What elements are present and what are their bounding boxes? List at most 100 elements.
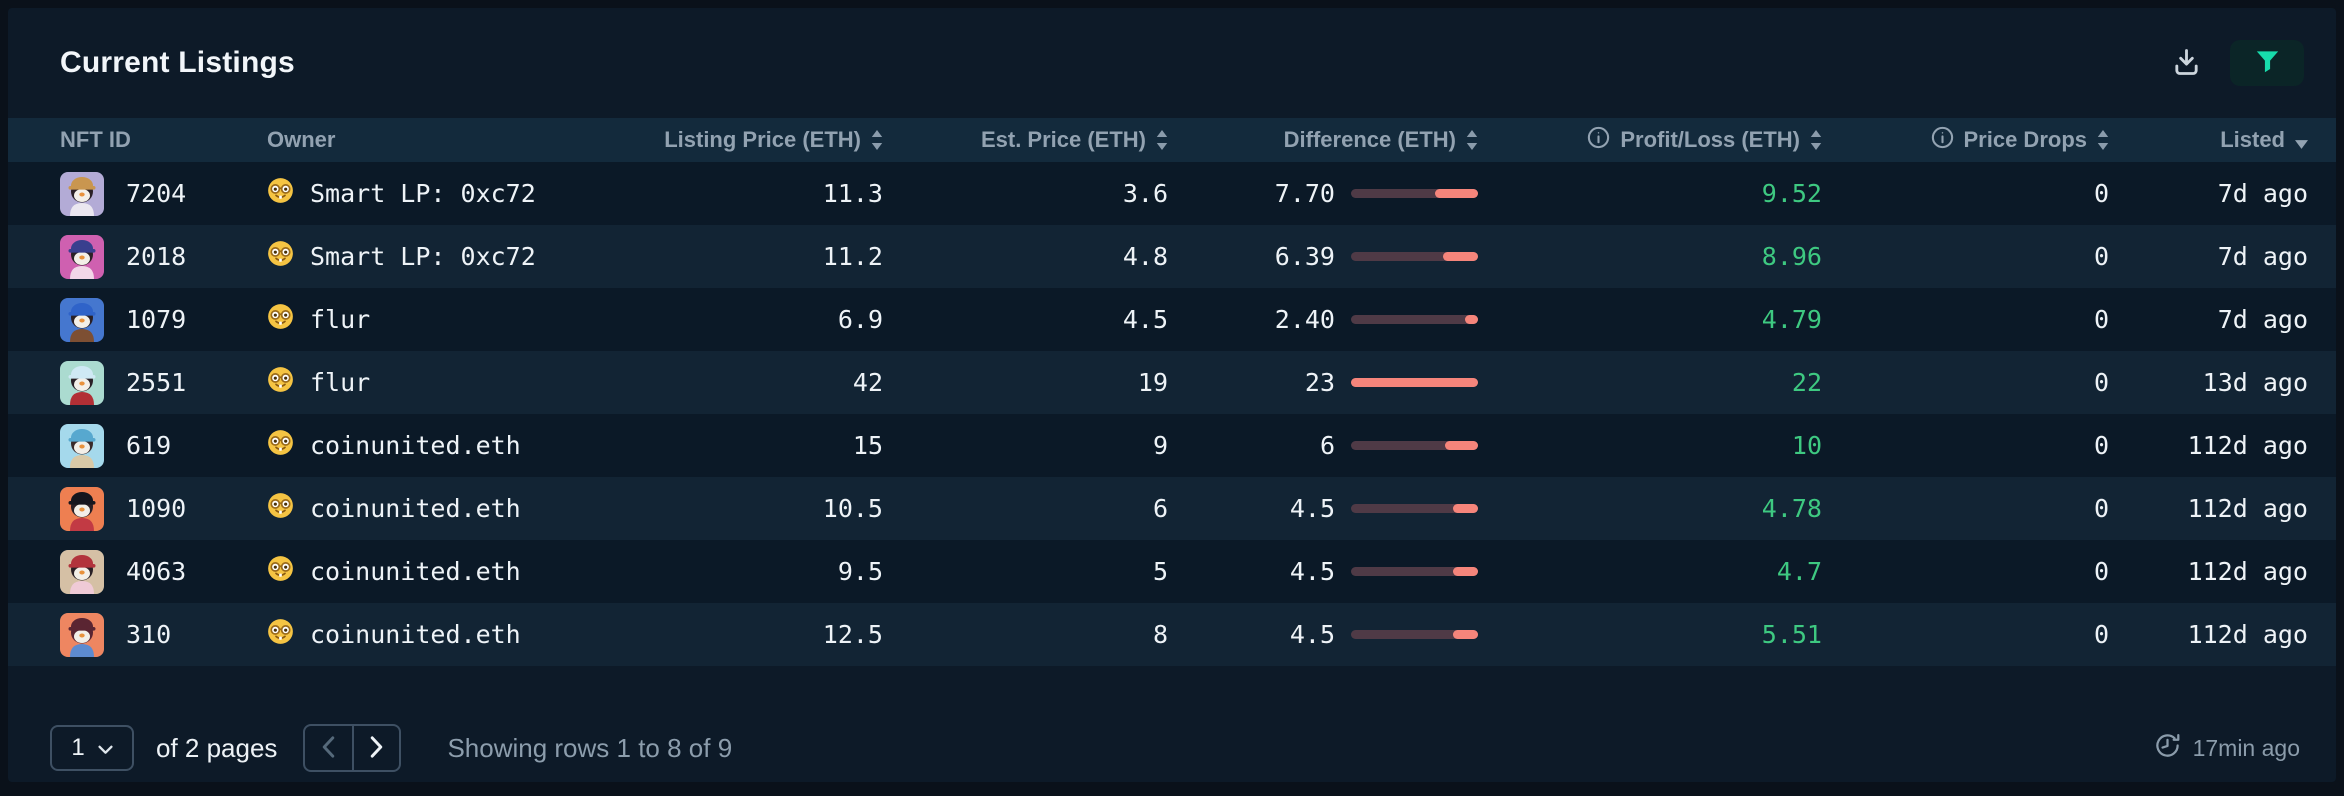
listing-price-cell: 12.5	[822, 620, 883, 649]
profit-loss-cell: 22	[1791, 368, 1822, 397]
table-row[interactable]: 619 coinunited.eth 15 9 6	[8, 414, 2336, 477]
owner-cell: Smart LP: 0xc72	[223, 240, 553, 273]
table-row[interactable]: 4063 coinunited.eth 9.5 5 4.5	[8, 540, 2336, 603]
nerd-face-emoji-icon	[267, 240, 294, 273]
column-header-listing-price[interactable]: Listing Price (ETH)	[553, 127, 893, 153]
listing-price-cell: 15	[852, 431, 883, 460]
listed-cell: 112d ago	[2187, 557, 2308, 586]
page-title: Current Listings	[60, 46, 295, 79]
difference-cell: 4.5	[1178, 620, 1490, 649]
profit-loss-cell: 4.79	[1761, 305, 1822, 334]
listing-price-cell: 42	[852, 368, 883, 397]
column-header-listed[interactable]: Listed	[2113, 127, 2336, 153]
nft-avatar	[60, 234, 104, 279]
title-actions	[2171, 40, 2304, 86]
table-body: 7204 Smart LP: 0xc72 11.3 3.6 7.70	[8, 162, 2336, 666]
penguin-avatar-icon	[60, 234, 104, 279]
est-price-cell: 5	[1152, 557, 1168, 586]
page-select[interactable]: 1	[50, 725, 134, 771]
nerd-face-emoji-icon	[267, 555, 294, 588]
title-bar: Current Listings	[8, 8, 2336, 118]
penguin-avatar-icon	[60, 486, 104, 531]
nft-avatar	[60, 486, 104, 531]
owner-cell: Smart LP: 0xc72	[223, 177, 553, 210]
nerd-face-emoji-icon	[267, 177, 294, 210]
price-drops-cell: 0	[2093, 368, 2109, 397]
nft-id-cell: 2551	[8, 360, 223, 405]
nft-id-cell: 310	[8, 612, 223, 657]
table-row[interactable]: 310 coinunited.eth 12.5 8 4.5	[8, 603, 2336, 666]
profit-loss-cell: 4.7	[1776, 557, 1822, 586]
price-drops-cell: 0	[2093, 431, 2109, 460]
download-button[interactable]	[2171, 46, 2202, 80]
price-drops-cell: 0	[2093, 557, 2109, 586]
nft-id: 1079	[126, 305, 187, 334]
est-price-cell: 3.6	[1122, 179, 1168, 208]
column-header-nft-id: NFT ID	[8, 127, 223, 153]
nft-id-cell: 2018	[8, 234, 223, 279]
owner-cell: flur	[223, 366, 553, 399]
difference-value: 23	[1304, 368, 1335, 397]
table-row[interactable]: 2018 Smart LP: 0xc72 11.2 4.8 6.39	[8, 225, 2336, 288]
history-clock-icon	[2154, 732, 2181, 765]
price-drops-cell: 0	[2093, 179, 2109, 208]
listing-price-cell: 11.3	[822, 179, 883, 208]
info-icon[interactable]	[1587, 126, 1610, 155]
difference-bar	[1351, 567, 1478, 576]
table-footer: 1 of 2 pages Showing rows 1 to 8	[8, 666, 2336, 782]
sort-arrows-icon	[871, 130, 883, 150]
owner-cell: coinunited.eth	[223, 618, 553, 651]
difference-bar-fill	[1445, 441, 1478, 450]
column-header-difference[interactable]: Difference (ETH)	[1178, 127, 1490, 153]
difference-bar	[1351, 252, 1478, 261]
column-label: Profit/Loss (ETH)	[1620, 127, 1800, 152]
profit-loss-cell: 5.51	[1761, 620, 1822, 649]
previous-page-button[interactable]	[305, 726, 352, 770]
penguin-avatar-icon	[60, 549, 104, 594]
column-header-profit-loss[interactable]: Profit/Loss (ETH)	[1490, 126, 1830, 155]
nft-id-cell: 4063	[8, 549, 223, 594]
owner-name: coinunited.eth	[310, 557, 521, 586]
difference-bar	[1351, 630, 1478, 639]
column-header-est-price[interactable]: Est. Price (ETH)	[893, 127, 1178, 153]
table-row[interactable]: 2551 flur 42 19 23	[8, 351, 2336, 414]
table-row[interactable]: 1090 coinunited.eth 10.5 6 4.5	[8, 477, 2336, 540]
nft-id: 2551	[126, 368, 187, 397]
difference-bar-fill	[1443, 252, 1478, 261]
listing-price-cell: 11.2	[822, 242, 883, 271]
last-updated-label: 17min ago	[2192, 734, 2300, 761]
sort-arrows-icon	[2097, 130, 2109, 150]
difference-bar	[1351, 378, 1478, 387]
nft-id: 4063	[126, 557, 187, 586]
penguin-avatar-icon	[60, 612, 104, 657]
next-page-button[interactable]	[352, 726, 399, 770]
est-price-cell: 19	[1137, 368, 1168, 397]
column-label: Owner	[267, 127, 336, 152]
difference-bar-fill	[1435, 189, 1478, 198]
nerd-face-emoji-icon	[267, 492, 294, 525]
difference-value: 4.5	[1289, 557, 1335, 586]
column-label: Est. Price (ETH)	[980, 127, 1146, 152]
info-icon[interactable]	[1931, 126, 1954, 155]
nerd-face-emoji-icon	[267, 366, 294, 399]
listed-cell: 7d ago	[2217, 242, 2308, 271]
penguin-avatar-icon	[60, 297, 104, 342]
nerd-face-emoji-icon	[267, 429, 294, 462]
listing-price-cell: 6.9	[837, 305, 883, 334]
listed-cell: 112d ago	[2187, 620, 2308, 649]
listed-cell: 13d ago	[2202, 368, 2308, 397]
listed-cell: 112d ago	[2187, 431, 2308, 460]
nft-id: 310	[126, 620, 172, 649]
filter-button[interactable]	[2230, 40, 2304, 86]
profit-loss-cell: 8.96	[1761, 242, 1822, 271]
profit-loss-cell: 9.52	[1761, 179, 1822, 208]
nft-avatar	[60, 297, 104, 342]
column-header-owner: Owner	[223, 127, 553, 153]
column-label: Listed	[2220, 127, 2285, 152]
owner-name: flur	[310, 368, 371, 397]
column-header-price-drops[interactable]: Price Drops	[1830, 126, 2113, 155]
table-row[interactable]: 1079 flur 6.9 4.5 2.40	[8, 288, 2336, 351]
page-select-value: 1	[71, 734, 85, 761]
table-row[interactable]: 7204 Smart LP: 0xc72 11.3 3.6 7.70	[8, 162, 2336, 225]
nft-id-cell: 7204	[8, 171, 223, 216]
